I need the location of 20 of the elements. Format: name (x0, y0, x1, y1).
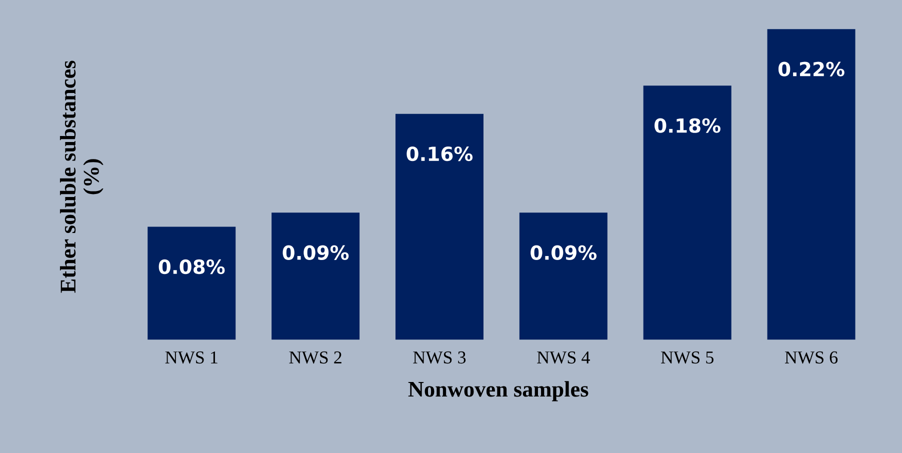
data-label: 0.16% (406, 146, 473, 162)
x-tick-label: NWS 4 (537, 351, 590, 364)
bar (272, 212, 360, 340)
bar (148, 226, 236, 340)
data-label: 0.09% (282, 245, 349, 260)
data-label: 0.18% (654, 118, 720, 133)
data-label: 0.22% (778, 62, 844, 76)
x-tick-label: NWS 2 (289, 351, 342, 364)
bar (767, 29, 856, 340)
x-tick-label: NWS 1 (165, 351, 218, 364)
x-tick-label: NWS 6 (784, 351, 838, 364)
data-label: 0.08% (158, 259, 225, 274)
bar (395, 114, 484, 340)
x-tick-label: NWS 5 (661, 351, 714, 364)
x-axis-title: Nonwoven samples (408, 381, 588, 402)
data-label: 0.09% (530, 245, 597, 260)
bar (519, 212, 608, 340)
y-axis-title: Ether soluble substances (%) (60, 60, 104, 293)
x-tick-label: NWS 3 (413, 351, 466, 364)
bar (643, 86, 732, 340)
